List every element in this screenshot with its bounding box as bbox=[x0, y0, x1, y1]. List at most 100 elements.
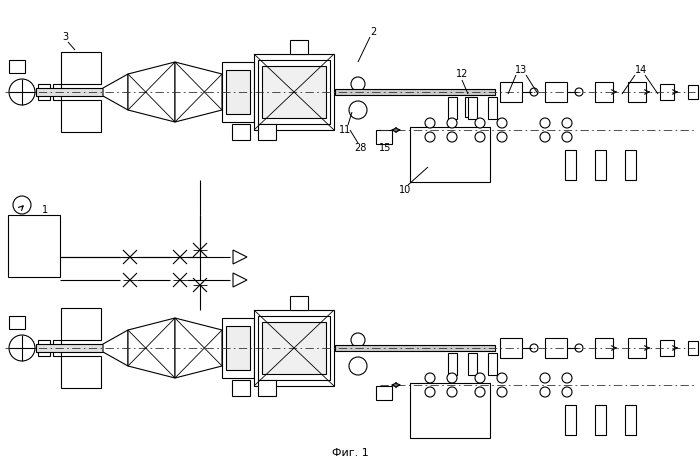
Circle shape bbox=[447, 387, 457, 397]
Bar bbox=[628, 338, 646, 358]
Circle shape bbox=[562, 387, 572, 397]
Bar bbox=[625, 150, 636, 180]
Bar bbox=[545, 338, 567, 358]
Bar bbox=[688, 341, 698, 355]
Circle shape bbox=[530, 88, 538, 96]
Polygon shape bbox=[175, 62, 222, 122]
Text: Фиг. 1: Фиг. 1 bbox=[332, 448, 368, 458]
Bar bbox=[290, 296, 308, 310]
Bar bbox=[468, 353, 477, 375]
Bar bbox=[9, 316, 25, 329]
Circle shape bbox=[9, 79, 35, 105]
Circle shape bbox=[475, 132, 485, 142]
Bar bbox=[254, 310, 334, 386]
Text: 2: 2 bbox=[370, 27, 376, 37]
Circle shape bbox=[447, 132, 457, 142]
Bar bbox=[335, 345, 495, 351]
Circle shape bbox=[9, 335, 35, 361]
Circle shape bbox=[562, 132, 572, 142]
Circle shape bbox=[351, 333, 365, 347]
Circle shape bbox=[540, 373, 550, 383]
Bar bbox=[410, 127, 490, 182]
Bar bbox=[36, 88, 286, 96]
Bar bbox=[61, 52, 101, 84]
Text: 1: 1 bbox=[42, 205, 48, 215]
Polygon shape bbox=[128, 62, 175, 122]
Bar bbox=[565, 150, 576, 180]
Bar bbox=[335, 89, 495, 95]
Bar bbox=[222, 318, 254, 378]
Bar bbox=[468, 97, 477, 119]
Text: 15: 15 bbox=[379, 143, 391, 153]
Circle shape bbox=[497, 387, 507, 397]
Circle shape bbox=[497, 118, 507, 128]
Bar bbox=[38, 84, 50, 100]
Bar bbox=[448, 97, 457, 119]
Circle shape bbox=[351, 77, 365, 91]
Bar bbox=[222, 62, 254, 122]
Bar bbox=[8, 215, 60, 277]
Bar bbox=[595, 405, 606, 435]
Circle shape bbox=[530, 344, 538, 352]
Bar bbox=[262, 66, 326, 118]
Bar bbox=[660, 340, 674, 356]
Bar bbox=[448, 353, 457, 375]
Circle shape bbox=[13, 196, 31, 214]
Circle shape bbox=[447, 118, 457, 128]
Polygon shape bbox=[233, 250, 247, 264]
Bar bbox=[226, 70, 250, 114]
Polygon shape bbox=[103, 74, 128, 110]
Bar bbox=[258, 380, 276, 396]
Bar bbox=[565, 405, 576, 435]
Bar bbox=[232, 124, 250, 140]
Bar bbox=[226, 326, 250, 370]
Circle shape bbox=[475, 387, 485, 397]
Text: 10: 10 bbox=[399, 185, 411, 195]
Bar bbox=[628, 82, 646, 102]
Bar bbox=[9, 60, 25, 73]
Bar bbox=[61, 100, 101, 132]
Text: 12: 12 bbox=[456, 69, 468, 79]
Circle shape bbox=[540, 118, 550, 128]
Bar bbox=[61, 308, 101, 340]
Polygon shape bbox=[128, 318, 175, 378]
Bar bbox=[258, 124, 276, 140]
Bar bbox=[660, 84, 674, 100]
Bar bbox=[262, 322, 326, 374]
Circle shape bbox=[575, 344, 583, 352]
Circle shape bbox=[497, 132, 507, 142]
Circle shape bbox=[497, 373, 507, 383]
Polygon shape bbox=[233, 273, 247, 287]
Bar bbox=[410, 383, 490, 438]
Bar bbox=[38, 340, 50, 356]
Bar bbox=[258, 316, 330, 380]
Bar bbox=[488, 97, 497, 119]
Bar bbox=[488, 353, 497, 375]
Bar bbox=[688, 85, 698, 99]
Bar bbox=[376, 130, 392, 144]
Text: 11: 11 bbox=[339, 125, 351, 135]
Circle shape bbox=[349, 357, 367, 375]
Circle shape bbox=[540, 132, 550, 142]
Bar bbox=[595, 150, 606, 180]
Polygon shape bbox=[103, 330, 128, 366]
Bar bbox=[232, 380, 250, 396]
Circle shape bbox=[475, 373, 485, 383]
Text: 3: 3 bbox=[62, 32, 68, 42]
Bar bbox=[465, 97, 474, 117]
Polygon shape bbox=[175, 318, 222, 378]
Circle shape bbox=[575, 88, 583, 96]
Circle shape bbox=[540, 387, 550, 397]
Circle shape bbox=[425, 118, 435, 128]
Bar bbox=[290, 40, 308, 54]
Bar bbox=[625, 405, 636, 435]
Circle shape bbox=[562, 373, 572, 383]
Bar bbox=[53, 340, 61, 356]
Text: 28: 28 bbox=[354, 143, 366, 153]
Text: 13: 13 bbox=[515, 65, 527, 75]
Circle shape bbox=[425, 373, 435, 383]
Bar bbox=[61, 356, 101, 388]
Circle shape bbox=[562, 118, 572, 128]
Bar bbox=[500, 82, 522, 102]
Text: 14: 14 bbox=[635, 65, 647, 75]
